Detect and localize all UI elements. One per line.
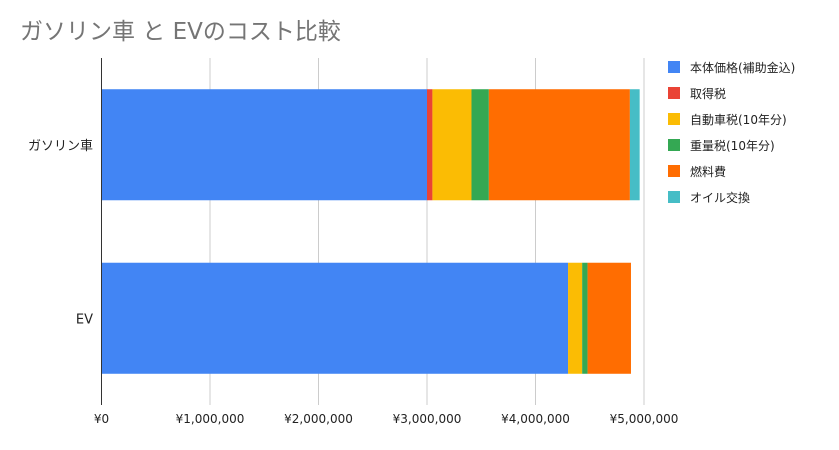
category-label: EV <box>76 312 93 327</box>
legend-swatch <box>668 191 680 203</box>
x-tick-label: ¥2,000,000 <box>284 412 353 426</box>
legend-swatch <box>668 113 680 125</box>
x-tick-label: ¥4,000,000 <box>501 412 570 426</box>
x-tick-label: ¥1,000,000 <box>176 412 245 426</box>
legend-item: 本体価格(補助金込) <box>668 54 795 80</box>
bar-segment <box>582 262 588 374</box>
x-tick-label: ¥3,000,000 <box>393 412 462 426</box>
legend-swatch <box>668 139 680 151</box>
bar-segment <box>568 262 583 374</box>
legend-swatch <box>668 165 680 177</box>
bar-segment <box>587 262 631 374</box>
legend-label: 本体価格(補助金込) <box>690 60 796 75</box>
bar-segment <box>101 262 569 374</box>
legend-label: 燃料費 <box>690 164 727 179</box>
bar-segment <box>629 89 640 201</box>
chart-title: ガソリン車 と EVのコスト比較 <box>20 19 341 45</box>
legend-label: 重量税(10年分) <box>690 138 775 153</box>
legend-item: 燃料費 <box>668 158 795 184</box>
legend-swatch <box>668 87 680 99</box>
legend: 本体価格(補助金込) 取得税自動車税(10年分) 重量税(10年分) 燃料費オイル交換 <box>668 54 795 210</box>
x-tick-label: ¥5,000,000 <box>610 412 679 426</box>
legend-item: オイル交換 <box>668 184 795 210</box>
category-labels: ガソリン車 EV <box>28 139 93 328</box>
bar-segment <box>427 89 433 201</box>
bar-segment <box>101 89 427 201</box>
legend-label: オイル交換 <box>690 190 751 205</box>
legend-item: 取得税 <box>668 80 795 106</box>
category-label: ガソリン車 <box>28 139 93 154</box>
legend-item: 自動車税(10年分) <box>668 106 795 132</box>
bar-segment <box>432 89 472 201</box>
legend-swatch <box>668 61 680 73</box>
legend-label: 取得税 <box>690 86 727 101</box>
legend-item: 重量税(10年分) <box>668 132 795 158</box>
x-tick-labels: ¥0 ¥1,000,000 ¥2,000,000 ¥3,000,000 ¥4,000,0… <box>94 412 679 426</box>
bar-segment <box>471 89 489 201</box>
legend-label: 自動車税(10年分) <box>690 112 787 127</box>
bar-segments <box>101 89 640 374</box>
bar-segment <box>488 89 630 201</box>
x-tick-label: ¥0 <box>94 412 109 426</box>
